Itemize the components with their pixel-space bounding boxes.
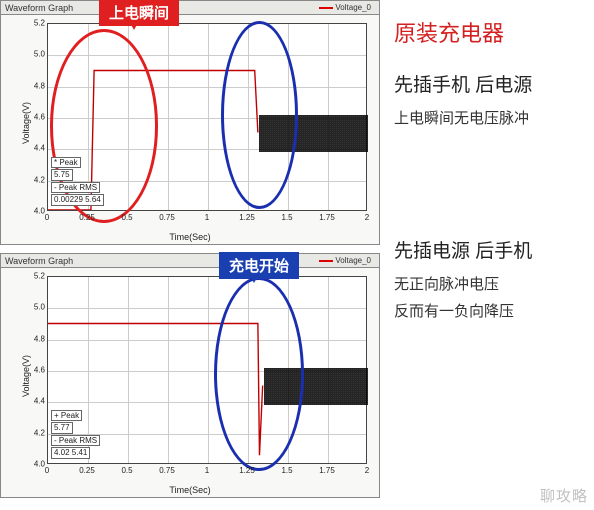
x-axis-label: Time(Sec) (169, 485, 210, 495)
legend: Voltage_0 (319, 256, 379, 265)
scenario-1-detail: 上电瞬间无电压脉冲 (394, 107, 586, 128)
x-tick: 0.25 (79, 466, 95, 475)
x-tick: 2 (365, 213, 369, 222)
annotations-column: 原装充电器 先插手机 后电源 上电瞬间无电压脉冲 先插电源 后手机 无正向脉冲电… (380, 0, 594, 498)
legend: Voltage_0 (319, 3, 379, 12)
waveform-panel-1: Waveform Graph Voltage_0 Voltage(V) Time… (0, 0, 380, 245)
x-tick: 1.75 (319, 466, 335, 475)
legend-swatch (319, 260, 333, 262)
x-tick: 2 (365, 466, 369, 475)
x-axis-label: Time(Sec) (169, 232, 210, 242)
scenario-1-heading: 先插手机 后电源 (394, 70, 586, 97)
y-tick: 4.4 (29, 144, 45, 153)
noise-band (264, 368, 368, 406)
tag-power-on-arrow (129, 21, 139, 30)
x-tick: 1 (205, 466, 209, 475)
y-tick: 4.8 (29, 334, 45, 343)
panel-title: Waveform Graph (5, 3, 73, 13)
scenario-2-detail-1: 无正向脉冲电压 (394, 273, 586, 294)
x-tick: 1 (205, 213, 209, 222)
y-tick: 4.2 (29, 428, 45, 437)
x-tick: 1.25 (239, 213, 255, 222)
y-tick: 5.0 (29, 50, 45, 59)
peak-readout-1: * Peak5.75- Peak RMS0.00229 5.64 (51, 156, 104, 206)
y-tick: 4.6 (29, 366, 45, 375)
y-axis-label: Voltage(V) (21, 354, 31, 396)
y-tick: 4.0 (29, 207, 45, 216)
y-tick: 4.4 (29, 397, 45, 406)
y-tick: 4.8 (29, 81, 45, 90)
panel-titlebar: Waveform Graph Voltage_0 (1, 254, 379, 268)
scenario-2-block: 先插电源 后手机 无正向脉冲电压 反而有一负向降压 (394, 236, 586, 321)
x-tick: 0.25 (79, 213, 95, 222)
x-tick: 0.75 (159, 466, 175, 475)
tag-charge-start: 充电开始 (219, 252, 299, 279)
scenario-2-heading: 先插电源 后手机 (394, 236, 586, 263)
y-tick: 5.2 (29, 19, 45, 28)
watermark: 聊攻略 (540, 485, 588, 506)
tag-power-on: 上电瞬间 (99, 0, 179, 26)
x-tick: 1.5 (281, 466, 292, 475)
x-tick: 1.5 (281, 213, 292, 222)
waveform-panel-2: Waveform Graph Voltage_0 Voltage(V) Time… (0, 253, 380, 498)
scenario-2-detail-2: 反而有一负向降压 (394, 300, 586, 321)
x-tick: 1.25 (239, 466, 255, 475)
charts-column: Waveform Graph Voltage_0 Voltage(V) Time… (0, 0, 380, 498)
main-heading: 原装充电器 (394, 16, 586, 48)
panel-title: Waveform Graph (5, 256, 73, 266)
y-tick: 4.0 (29, 460, 45, 469)
x-tick: 0 (45, 466, 49, 475)
x-tick: 0.5 (121, 466, 132, 475)
x-tick: 0 (45, 213, 49, 222)
noise-band (259, 115, 368, 153)
y-tick: 4.6 (29, 113, 45, 122)
peak-readout-2: + Peak5.77- Peak RMS4.02 5.41 (51, 409, 100, 459)
y-tick: 5.0 (29, 303, 45, 312)
y-axis-label: Voltage(V) (21, 101, 31, 143)
panel-titlebar: Waveform Graph Voltage_0 (1, 1, 379, 15)
x-tick: 1.75 (319, 213, 335, 222)
legend-swatch (319, 7, 333, 9)
legend-label: Voltage_0 (335, 3, 371, 12)
y-tick: 4.2 (29, 175, 45, 184)
legend-label: Voltage_0 (335, 256, 371, 265)
tag-charge-start-arrow (249, 274, 259, 283)
main-layout: Waveform Graph Voltage_0 Voltage(V) Time… (0, 0, 594, 498)
y-tick: 5.2 (29, 272, 45, 281)
x-tick: 0.75 (159, 213, 175, 222)
x-tick: 0.5 (121, 213, 132, 222)
